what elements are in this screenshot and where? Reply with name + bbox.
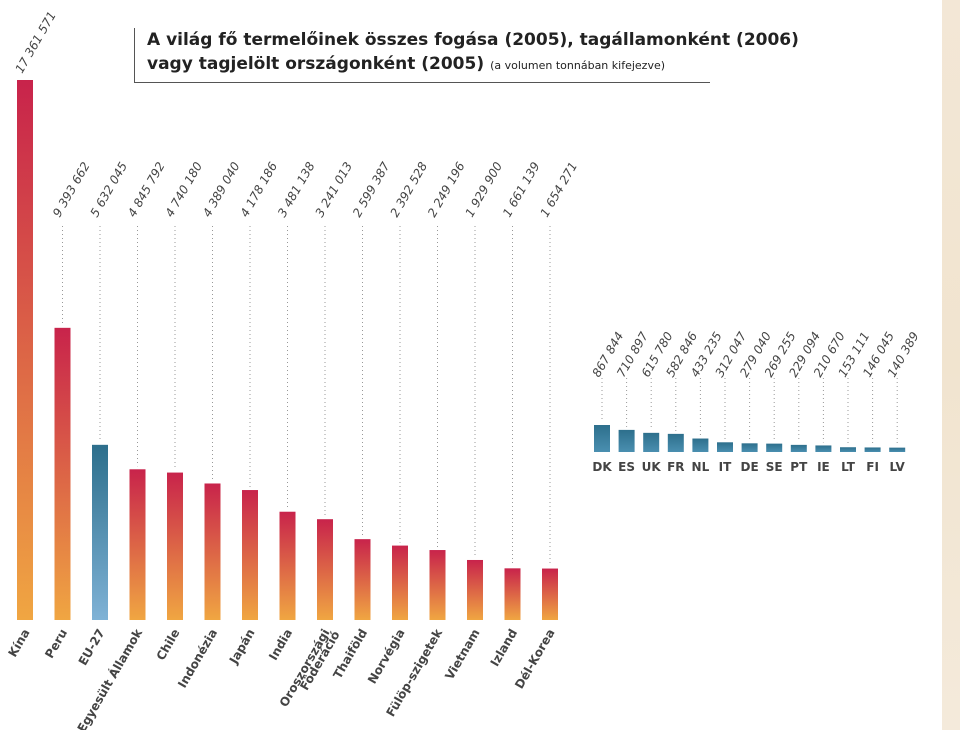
category-label-lv: LV bbox=[890, 460, 906, 474]
bar-eu-27 bbox=[92, 444, 108, 620]
bar-es bbox=[618, 429, 635, 452]
bar-peru bbox=[54, 327, 71, 620]
chart-title-line2: vagy tagjelölt országonként (2005) (a vol… bbox=[147, 52, 710, 78]
bar-pt bbox=[790, 444, 807, 452]
category-label-chile: Chile bbox=[154, 627, 183, 663]
bar-nl bbox=[692, 438, 709, 452]
value-label-norvegia: 2 392 528 bbox=[387, 159, 430, 219]
category-label-nl: NL bbox=[692, 460, 710, 474]
bar-fulop-szigetek bbox=[429, 550, 446, 620]
bar-se bbox=[766, 443, 783, 452]
category-label-lt: LT bbox=[841, 460, 856, 474]
category-label-de: DE bbox=[741, 460, 759, 474]
bar-indonezia bbox=[204, 483, 221, 620]
bar-kina bbox=[17, 80, 33, 620]
category-label-peru: Peru bbox=[42, 627, 70, 661]
bar-del-korea bbox=[542, 568, 558, 620]
value-label-kina: 17 361 571 bbox=[12, 9, 58, 76]
category-label-vietnam: Vietnam bbox=[442, 627, 482, 683]
chart-title-block: A világ fő termelőinek összes fogása (20… bbox=[134, 28, 799, 83]
value-label-india: 3 481 138 bbox=[275, 159, 318, 219]
category-label-indonezia: Indonézia bbox=[175, 627, 220, 691]
category-label-kina: Kína bbox=[5, 627, 32, 660]
bar-lt bbox=[840, 447, 856, 452]
category-label-pt: PT bbox=[790, 460, 808, 474]
bar-it bbox=[717, 442, 733, 452]
bar-chile bbox=[167, 472, 183, 620]
value-label-japan: 4 178 186 bbox=[237, 159, 280, 219]
chart-title-line2-text: vagy tagjelölt országonként (2005) bbox=[147, 54, 485, 74]
bar-uk bbox=[643, 432, 660, 452]
category-label-japan: Japán bbox=[226, 627, 258, 668]
category-label-norvegia: Norvégia bbox=[365, 627, 408, 687]
bar-dk bbox=[594, 425, 610, 452]
value-label-chile: 4 740 180 bbox=[162, 159, 205, 219]
category-label-es: ES bbox=[618, 460, 635, 474]
bar-fr bbox=[667, 433, 684, 452]
chart-title-note: (a volumen tonnában kifejezve) bbox=[490, 59, 666, 72]
category-label-izland: Izland bbox=[488, 627, 521, 669]
bar-fi bbox=[864, 447, 881, 452]
world-producers-chart: 17 361 571 Kína 9 393 662 Peru 5 632 045 EU-2… bbox=[5, 9, 580, 730]
bar-egyesult-allamok bbox=[129, 469, 146, 620]
category-label-uk: UK bbox=[642, 460, 662, 474]
chart-title-line1: A világ fő termelőinek összes fogása (20… bbox=[147, 30, 799, 50]
category-label-dk: DK bbox=[592, 460, 612, 474]
value-label-oroszorszagi-foderacio: 3 241 013 bbox=[312, 160, 355, 220]
value-label-thaifold: 2 599 387 bbox=[350, 159, 393, 219]
value-label-del-korea: 1 654 271 bbox=[537, 160, 580, 220]
bar-vietnam bbox=[467, 559, 483, 620]
bar-oroszorszagi-foderacio bbox=[317, 519, 333, 620]
category-label-se: SE bbox=[766, 460, 783, 474]
category-label-it: IT bbox=[719, 460, 732, 474]
value-label-fulop-szigetek: 2 249 196 bbox=[425, 159, 468, 219]
page-edge-strip bbox=[942, 0, 960, 730]
bar-de bbox=[741, 443, 758, 452]
category-label-eu-27: EU-27 bbox=[76, 627, 108, 668]
category-label-fi: FI bbox=[866, 460, 879, 474]
bar-india bbox=[279, 511, 296, 620]
bar-lv bbox=[889, 447, 906, 452]
value-label-indonezia: 4 389 040 bbox=[200, 159, 243, 219]
value-label-vietnam: 1 929 900 bbox=[462, 159, 505, 219]
value-label-peru: 9 393 662 bbox=[50, 160, 93, 220]
bar-norvegia bbox=[392, 545, 408, 620]
category-label-ie: IE bbox=[817, 460, 830, 474]
value-label-egyesult-allamok: 4 845 792 bbox=[125, 160, 168, 220]
value-label-eu-27: 5 632 045 bbox=[87, 160, 130, 220]
value-label-izland: 1 661 139 bbox=[500, 160, 543, 220]
bar-japan bbox=[242, 490, 258, 620]
bar-izland bbox=[504, 568, 521, 620]
bar-thaifold bbox=[354, 539, 371, 620]
category-label-del-korea: Dél-Korea bbox=[512, 627, 557, 692]
category-label-fr: FR bbox=[667, 460, 684, 474]
category-label-egyesult-allamok: Egyesült Államok bbox=[74, 625, 146, 730]
bar-ie bbox=[815, 445, 832, 452]
category-label-india: India bbox=[266, 627, 295, 663]
